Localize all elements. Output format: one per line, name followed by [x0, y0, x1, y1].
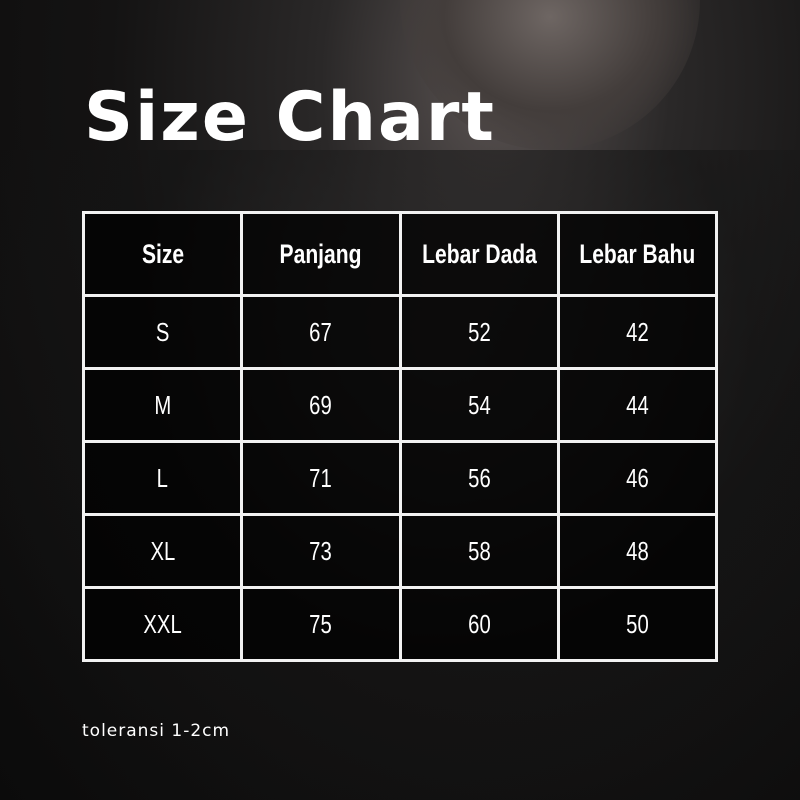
cell-value: 67	[309, 316, 333, 347]
size-table: Size Panjang Lebar Dada Lebar Bahu S 67 52 42 M…	[81, 211, 719, 662]
table-cell: 48	[556, 513, 719, 589]
cell-value: 54	[467, 389, 491, 420]
table-row: M 69 54 44	[81, 367, 719, 443]
table-cell: 46	[556, 440, 719, 516]
table-cell: 42	[556, 294, 719, 370]
column-header-label: Lebar Dada	[421, 238, 537, 269]
cell-value: 69	[309, 389, 333, 420]
cell-value: 48	[626, 535, 649, 566]
cell-value: M	[154, 389, 172, 420]
cell-value: 44	[626, 389, 649, 420]
column-header: Panjang	[240, 211, 402, 297]
table-cell: 71	[240, 440, 402, 516]
table-cell: 50	[556, 586, 719, 662]
cell-value: 56	[467, 462, 491, 493]
table-row: S 67 52 42	[81, 294, 719, 370]
tolerance-note: toleransi 1-2cm	[82, 721, 231, 741]
column-header: Size	[81, 211, 244, 297]
table-cell: 67	[240, 294, 402, 370]
cell-value: 71	[309, 462, 333, 493]
table-header-row: Size Panjang Lebar Dada Lebar Bahu	[81, 211, 719, 297]
table-cell: XXL	[81, 586, 244, 662]
cell-value: 50	[626, 608, 649, 639]
cell-value: 52	[467, 316, 491, 347]
table-cell: 56	[398, 440, 560, 516]
page-title: Size Chart	[84, 78, 496, 157]
cell-value: S	[155, 316, 170, 347]
cell-value: XXL	[143, 608, 182, 639]
table-cell: 69	[240, 367, 402, 443]
table-cell: 58	[398, 513, 560, 589]
table-cell: 44	[556, 367, 719, 443]
column-header-label: Panjang	[279, 238, 362, 269]
table-row: XL 73 58 48	[81, 513, 719, 589]
table-row: XXL 75 60 50	[81, 586, 719, 662]
table-cell: 60	[398, 586, 560, 662]
table-cell: S	[81, 294, 244, 370]
cell-value: 58	[467, 535, 491, 566]
table-row: L 71 56 46	[81, 440, 719, 516]
cell-value: 60	[467, 608, 491, 639]
table-cell: 73	[240, 513, 402, 589]
table-cell: M	[81, 367, 244, 443]
table-cell: 52	[398, 294, 560, 370]
cell-value: 75	[309, 608, 333, 639]
column-header-label: Size	[141, 238, 184, 269]
table-cell: 54	[398, 367, 560, 443]
cell-value: XL	[150, 535, 176, 566]
table-cell: 75	[240, 586, 402, 662]
cell-value: 46	[626, 462, 649, 493]
table-cell: XL	[81, 513, 244, 589]
column-header-label: Lebar Bahu	[579, 238, 696, 269]
cell-value: 42	[626, 316, 649, 347]
cell-value: L	[156, 462, 169, 493]
cell-value: 73	[309, 535, 333, 566]
column-header: Lebar Bahu	[556, 211, 719, 297]
column-header: Lebar Dada	[398, 211, 560, 297]
table-cell: L	[81, 440, 244, 516]
